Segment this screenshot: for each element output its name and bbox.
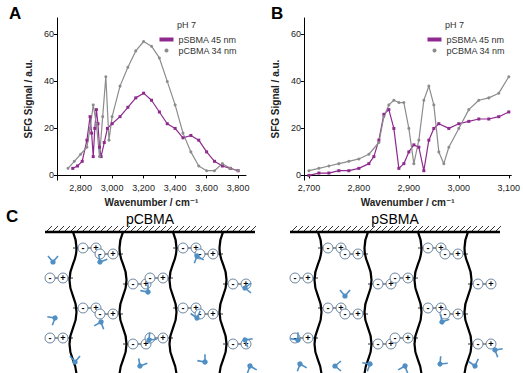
svg-text:2,800: 2,800 (348, 183, 371, 193)
svg-text:3,800: 3,800 (227, 183, 250, 193)
svg-text:-: - (477, 279, 480, 289)
svg-text:+: + (243, 339, 248, 349)
svg-text:3,000: 3,000 (448, 183, 471, 193)
svg-text:+: + (338, 243, 343, 253)
svg-text:pSBMA 45 nm: pSBMA 45 nm (178, 35, 236, 45)
svg-text:+: + (388, 339, 393, 349)
svg-text:-: - (82, 303, 85, 313)
svg-text:-: - (444, 249, 447, 259)
svg-text:+: + (338, 303, 343, 313)
svg-text:2,900: 2,900 (398, 183, 421, 193)
svg-text:-: - (377, 279, 380, 289)
svg-text:+: + (160, 333, 165, 343)
svg-text:+: + (438, 303, 443, 313)
svg-text:-: - (132, 279, 135, 289)
svg-text:20: 20 (44, 123, 54, 133)
svg-text:+: + (455, 309, 460, 319)
svg-text:+: + (143, 279, 148, 289)
svg-text:-: - (294, 333, 297, 343)
svg-text:pH 7: pH 7 (445, 20, 464, 30)
svg-text:+: + (143, 339, 148, 349)
svg-text:pCBMA 34 nm: pCBMA 34 nm (178, 46, 236, 56)
svg-text:-: - (182, 303, 185, 313)
svg-text:40: 40 (291, 76, 301, 86)
svg-text:3,100: 3,100 (498, 183, 521, 193)
svg-text:-: - (149, 333, 152, 343)
svg-text:+: + (210, 309, 215, 319)
svg-text:pCBMA: pCBMA (126, 211, 175, 227)
svg-text:3,600: 3,600 (195, 183, 218, 193)
svg-text:3,200: 3,200 (132, 183, 155, 193)
svg-text:+: + (193, 243, 198, 253)
svg-text:Wavenumber / cm⁻¹: Wavenumber / cm⁻¹ (361, 197, 455, 208)
svg-text:A: A (9, 4, 21, 23)
svg-text:pH 7: pH 7 (177, 20, 196, 30)
svg-text:pSBMA: pSBMA (371, 211, 419, 227)
svg-text:0: 0 (296, 170, 301, 180)
svg-text:-: - (132, 339, 135, 349)
svg-text:-: - (344, 249, 347, 259)
svg-text:+: + (355, 249, 360, 259)
svg-text:+: + (110, 309, 115, 319)
svg-text:-: - (294, 273, 297, 283)
svg-text:2,700: 2,700 (298, 183, 321, 193)
svg-text:-: - (99, 309, 102, 319)
svg-text:+: + (355, 309, 360, 319)
svg-text:+: + (455, 249, 460, 259)
svg-text:-: - (327, 243, 330, 253)
svg-text:-: - (427, 303, 430, 313)
svg-text:40: 40 (44, 76, 54, 86)
svg-text:+: + (60, 333, 65, 343)
svg-text:-: - (477, 339, 480, 349)
svg-text:2,800: 2,800 (69, 183, 92, 193)
svg-text:-: - (232, 279, 235, 289)
svg-text:SFG Signal / a.u.: SFG Signal / a.u. (23, 59, 34, 138)
svg-text:+: + (488, 279, 493, 289)
svg-text:+: + (210, 249, 215, 259)
svg-text:-: - (199, 309, 202, 319)
svg-text:+: + (305, 333, 310, 343)
svg-text:+: + (60, 273, 65, 283)
svg-text:+: + (193, 303, 198, 313)
svg-text:C: C (6, 207, 18, 226)
svg-text:SFG Signal / a.u.: SFG Signal / a.u. (270, 59, 281, 138)
svg-text:+: + (243, 279, 248, 289)
svg-text:+: + (405, 333, 410, 343)
svg-text:-: - (199, 249, 202, 259)
svg-text:-: - (394, 333, 397, 343)
svg-text:-: - (182, 243, 185, 253)
svg-text:-: - (49, 333, 52, 343)
svg-text:-: - (232, 339, 235, 349)
svg-text:+: + (93, 303, 98, 313)
svg-text:pSBMA 45 nm: pSBMA 45 nm (446, 35, 504, 45)
svg-text:Wavenumber / cm⁻¹: Wavenumber / cm⁻¹ (105, 197, 199, 208)
svg-text:pCBMA 34 nm: pCBMA 34 nm (446, 46, 504, 56)
svg-text:60: 60 (291, 29, 301, 39)
svg-text:+: + (305, 273, 310, 283)
svg-text:-: - (327, 303, 330, 313)
svg-text:+: + (93, 243, 98, 253)
svg-text:-: - (82, 243, 85, 253)
svg-text:-: - (377, 339, 380, 349)
svg-text:-: - (394, 273, 397, 283)
svg-text:60: 60 (44, 29, 54, 39)
svg-text:-: - (427, 243, 430, 253)
svg-text:+: + (388, 279, 393, 289)
svg-text:20: 20 (291, 123, 301, 133)
svg-text:+: + (160, 273, 165, 283)
svg-text:-: - (99, 249, 102, 259)
svg-text:-: - (344, 309, 347, 319)
svg-text:B: B (271, 4, 283, 23)
svg-text:+: + (405, 273, 410, 283)
svg-text:+: + (488, 339, 493, 349)
svg-text:-: - (149, 273, 152, 283)
svg-text:0: 0 (49, 170, 54, 180)
svg-text:3,400: 3,400 (164, 183, 187, 193)
svg-text:3,000: 3,000 (101, 183, 124, 193)
svg-text:+: + (110, 249, 115, 259)
svg-text:-: - (49, 273, 52, 283)
svg-text:+: + (438, 243, 443, 253)
svg-text:-: - (444, 309, 447, 319)
